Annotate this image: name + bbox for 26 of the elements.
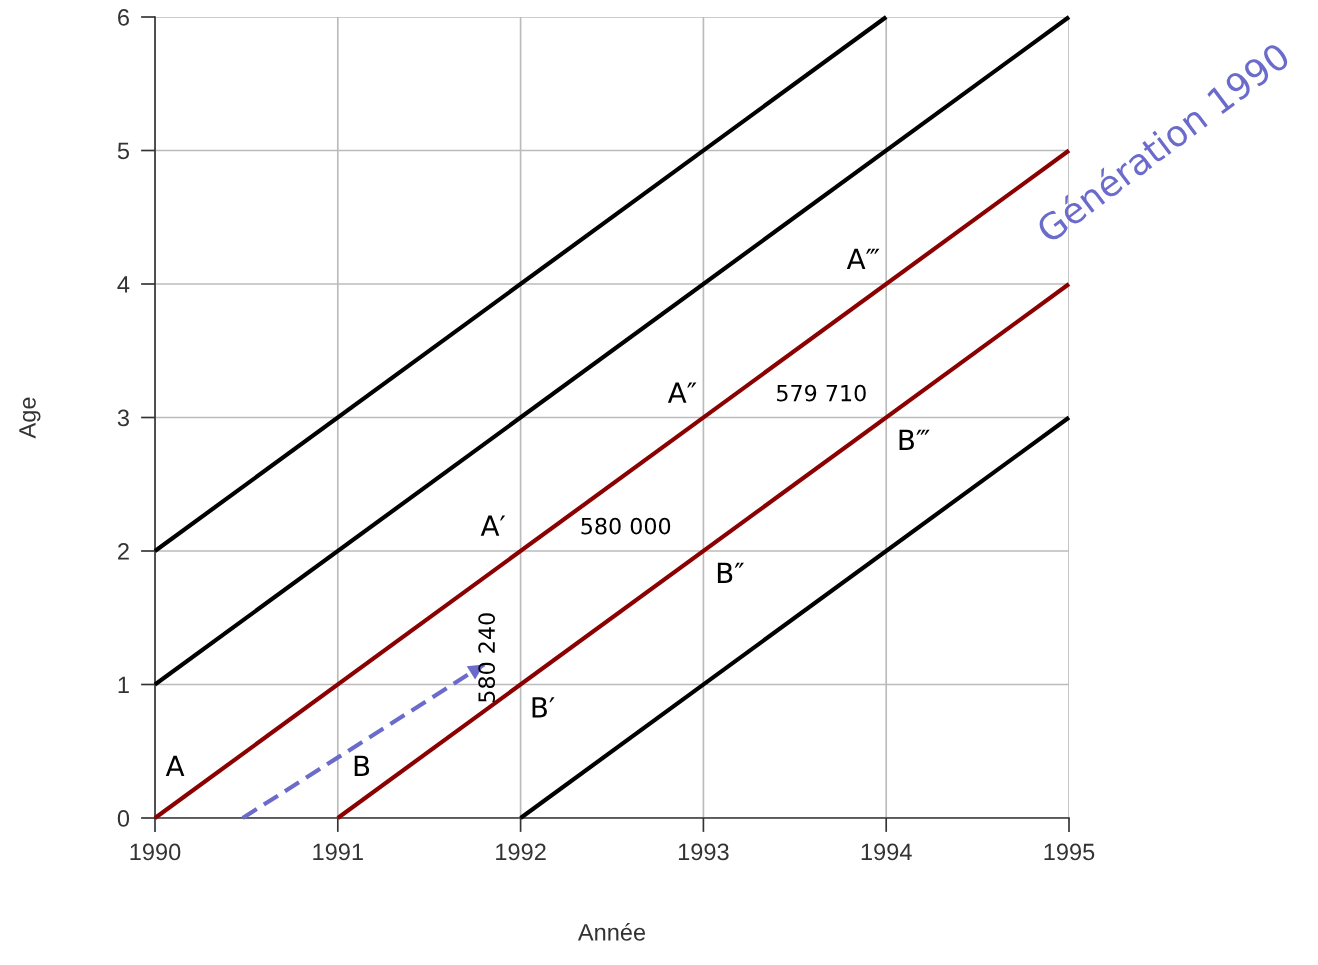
annotation: B′ bbox=[532, 697, 555, 718]
annotation: B bbox=[354, 755, 370, 776]
annotation: A′ bbox=[480, 515, 506, 536]
x-tick-label: 1991 bbox=[313, 843, 363, 861]
annotation: 579 710 bbox=[777, 384, 866, 402]
y-tick-label: 2 bbox=[118, 543, 129, 560]
x-tick-label: 1992 bbox=[496, 843, 546, 861]
x-tick-label: 1995 bbox=[1044, 843, 1095, 861]
y-tick-label: 4 bbox=[117, 276, 130, 293]
y-tick-label: 3 bbox=[117, 409, 129, 427]
y-tick-label: 6 bbox=[118, 9, 129, 26]
x-axis-title: Année bbox=[577, 923, 646, 941]
x-tick-label: 1994 bbox=[861, 843, 912, 861]
x-tick-label: 1990 bbox=[130, 843, 181, 861]
annotation: A bbox=[165, 755, 185, 776]
annotation: A‴ bbox=[846, 248, 880, 269]
annotation: B″ bbox=[717, 562, 744, 583]
annotation: 580 000 bbox=[581, 517, 671, 535]
y-tick-label: 1 bbox=[118, 676, 129, 694]
x-tick-label: 1993 bbox=[678, 843, 729, 861]
y-tick-label: 0 bbox=[117, 810, 130, 827]
y-tick-label: 5 bbox=[117, 142, 130, 160]
y-axis-title: Age bbox=[19, 397, 41, 439]
annotation: 580 240 bbox=[478, 613, 496, 703]
annotation: A″ bbox=[667, 382, 697, 403]
annotation: B‴ bbox=[899, 429, 930, 450]
